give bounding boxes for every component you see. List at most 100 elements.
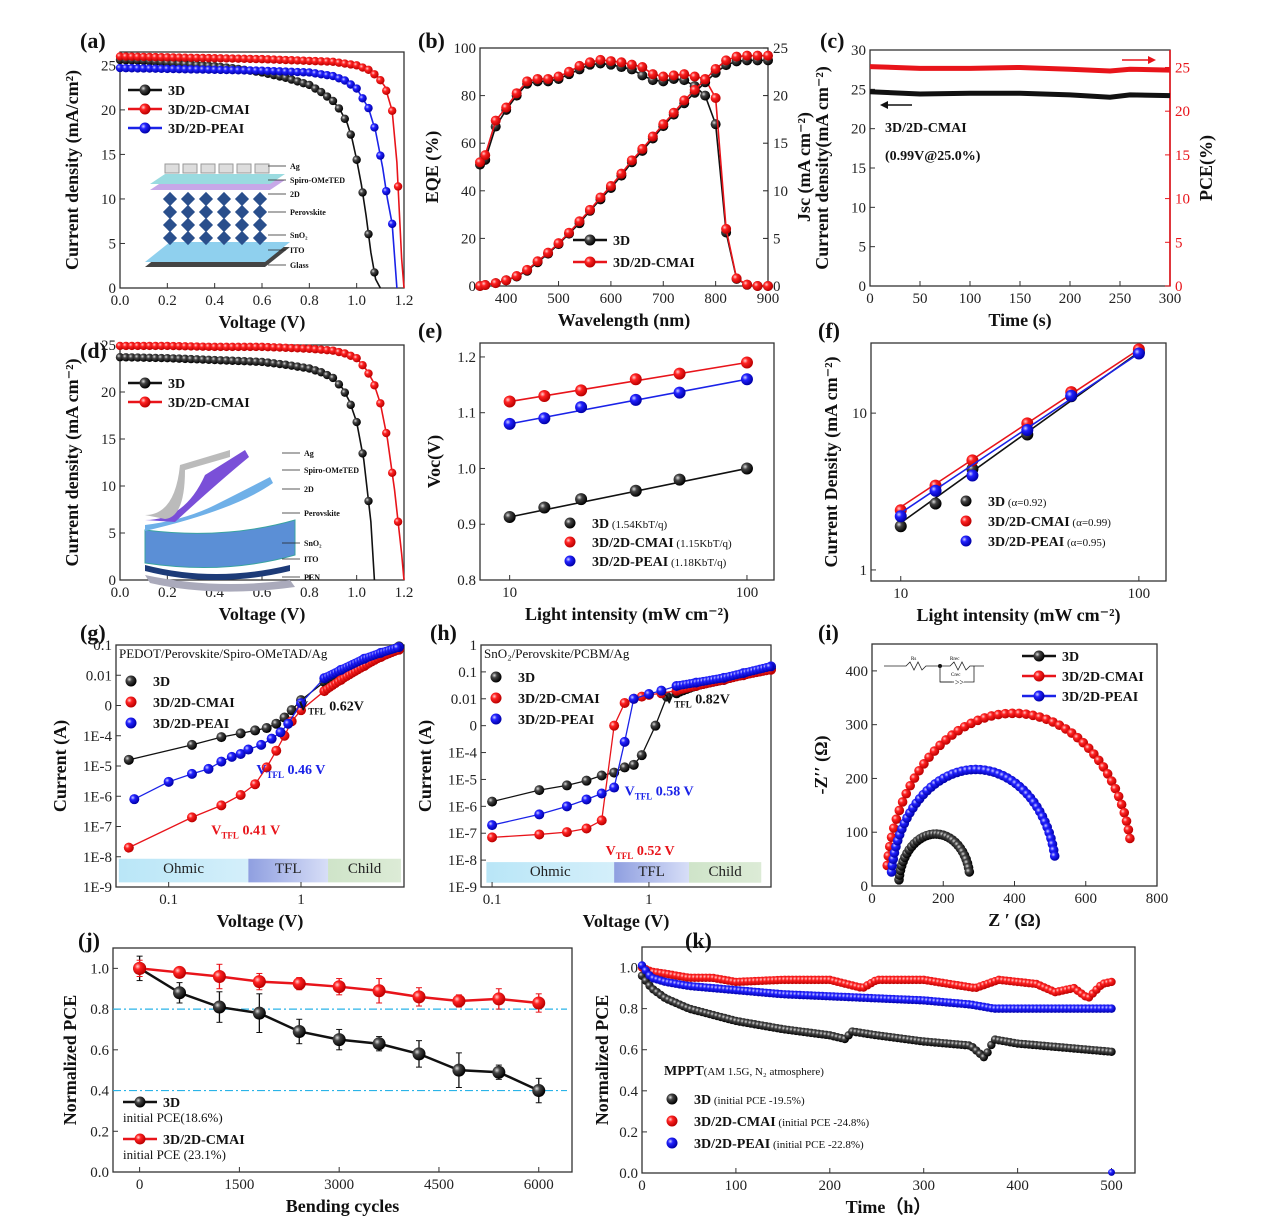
data-point bbox=[490, 713, 502, 725]
data-point bbox=[269, 343, 279, 352]
data-point bbox=[372, 1037, 386, 1051]
data-point bbox=[605, 56, 616, 67]
y-axis-label: Current Density (mA cm⁻²) bbox=[821, 356, 842, 567]
data-point bbox=[346, 400, 355, 410]
data-point bbox=[538, 501, 551, 514]
panel-label: (c) bbox=[820, 28, 844, 53]
y2-tick-label: 10 bbox=[1175, 192, 1190, 208]
legend-label: 3D/2D-PEAI bbox=[518, 713, 594, 728]
y-tick-label: 0.0 bbox=[619, 1166, 638, 1182]
panel-i: (i) 0 200 400 600 800 Z ′ (Ω) 0 100 200 300 400 -Z′′… bbox=[811, 620, 1168, 931]
data-point bbox=[174, 53, 184, 62]
data-point bbox=[125, 717, 137, 729]
data-point bbox=[532, 73, 543, 84]
y-tick-label: 0 bbox=[109, 281, 117, 297]
data-point bbox=[299, 344, 308, 353]
data-point bbox=[487, 796, 498, 807]
data-point bbox=[382, 186, 391, 196]
data-point bbox=[647, 69, 658, 80]
x-tick-label: 0.6 bbox=[253, 293, 272, 309]
panel-e: (e) 10 100 Light intensity (mW cm⁻²) 0.8 0.9 1… bbox=[418, 318, 775, 625]
panel-f: (f) 10 100 Light intensity (mW cm⁻²) 1 10 Curr… bbox=[818, 318, 1167, 626]
series-3D bbox=[115, 353, 376, 581]
data-point bbox=[210, 65, 219, 75]
data-point bbox=[490, 671, 502, 683]
x-tick-label: 900 bbox=[757, 291, 780, 307]
data-point bbox=[180, 53, 190, 62]
perovskite-octahedron bbox=[198, 191, 214, 207]
inset-layer-label: 2D bbox=[304, 485, 314, 494]
data-point bbox=[275, 343, 284, 352]
data-point bbox=[596, 770, 607, 781]
data-point bbox=[532, 1084, 546, 1098]
data-point bbox=[522, 76, 533, 87]
data-point bbox=[133, 961, 147, 975]
data-point bbox=[742, 279, 753, 290]
y-tick-label: 15 bbox=[101, 432, 116, 448]
perovskite-octahedron bbox=[180, 230, 196, 246]
data-point bbox=[263, 66, 273, 76]
data-point bbox=[296, 698, 307, 709]
data-point bbox=[1014, 708, 1024, 719]
region-ohmic bbox=[118, 858, 249, 883]
data-point bbox=[234, 356, 243, 366]
data-point bbox=[710, 92, 721, 103]
data-point bbox=[924, 752, 934, 763]
x-axis-label: Time（h） bbox=[846, 1197, 932, 1217]
data-point bbox=[503, 395, 516, 408]
perovskite-octahedron bbox=[234, 204, 250, 220]
series-3D/2D-CMAI bbox=[133, 959, 546, 1013]
data-point bbox=[174, 341, 184, 351]
y-tick-label: 1E-5 bbox=[83, 759, 112, 775]
x-tick-label: 10 bbox=[502, 585, 517, 601]
data-point bbox=[240, 357, 249, 366]
data-point bbox=[235, 728, 246, 739]
y-tick-label: 15 bbox=[101, 147, 116, 163]
y-tick-label: 10 bbox=[101, 192, 116, 208]
data-point bbox=[490, 278, 501, 289]
panel-label: (b) bbox=[418, 28, 445, 53]
data-point bbox=[679, 95, 690, 106]
data-point bbox=[228, 356, 237, 365]
plot-frame bbox=[480, 644, 772, 888]
data-point bbox=[271, 718, 282, 729]
equivalent-circuit-icon: >> Rs Rrec Crec bbox=[884, 657, 984, 687]
x-tick-label: 300 bbox=[1159, 291, 1182, 307]
x-tick-label: 1 bbox=[645, 892, 653, 908]
data-point bbox=[1123, 824, 1134, 835]
data-point bbox=[252, 975, 266, 989]
inset-layer-label: ITO bbox=[290, 246, 305, 255]
data-point bbox=[487, 832, 498, 843]
data-point bbox=[134, 1133, 146, 1145]
data-point bbox=[322, 57, 332, 66]
data-point bbox=[198, 355, 208, 364]
y-tick-label: 0.2 bbox=[619, 1125, 638, 1141]
y-tick-label: 60 bbox=[461, 136, 476, 152]
data-point bbox=[964, 867, 975, 877]
x-tick-label: 0 bbox=[136, 1177, 144, 1193]
data-point bbox=[1125, 833, 1135, 844]
legend-title: MPPT(AM 1.5G, N₂ atmosphere) bbox=[664, 1064, 824, 1079]
y-tick-label: 0.8 bbox=[457, 573, 476, 589]
data-point bbox=[198, 342, 208, 351]
data-point bbox=[710, 119, 721, 130]
data-point bbox=[914, 765, 924, 776]
data-point bbox=[287, 67, 296, 77]
data-point bbox=[561, 780, 572, 791]
legend-label: 3D/2D-PEAI (initial PCE -22.8%) bbox=[694, 1137, 864, 1152]
legend-note: initial PCE (23.1%) bbox=[123, 1147, 226, 1162]
series-line bbox=[869, 89, 1171, 100]
data-point bbox=[372, 984, 386, 998]
circuit-label: Rs bbox=[911, 657, 916, 662]
data-point bbox=[204, 342, 213, 351]
data-point bbox=[174, 64, 184, 74]
data-point bbox=[370, 70, 379, 79]
data-point bbox=[127, 52, 137, 61]
perovskite-octahedron bbox=[252, 230, 268, 246]
inset-layer-label: Ag bbox=[290, 162, 300, 171]
data-point bbox=[174, 354, 184, 363]
y-axis-label: Current (A) bbox=[415, 720, 436, 812]
y-tick-label: 80 bbox=[461, 89, 476, 105]
y-tick-label: 0 bbox=[861, 879, 869, 895]
